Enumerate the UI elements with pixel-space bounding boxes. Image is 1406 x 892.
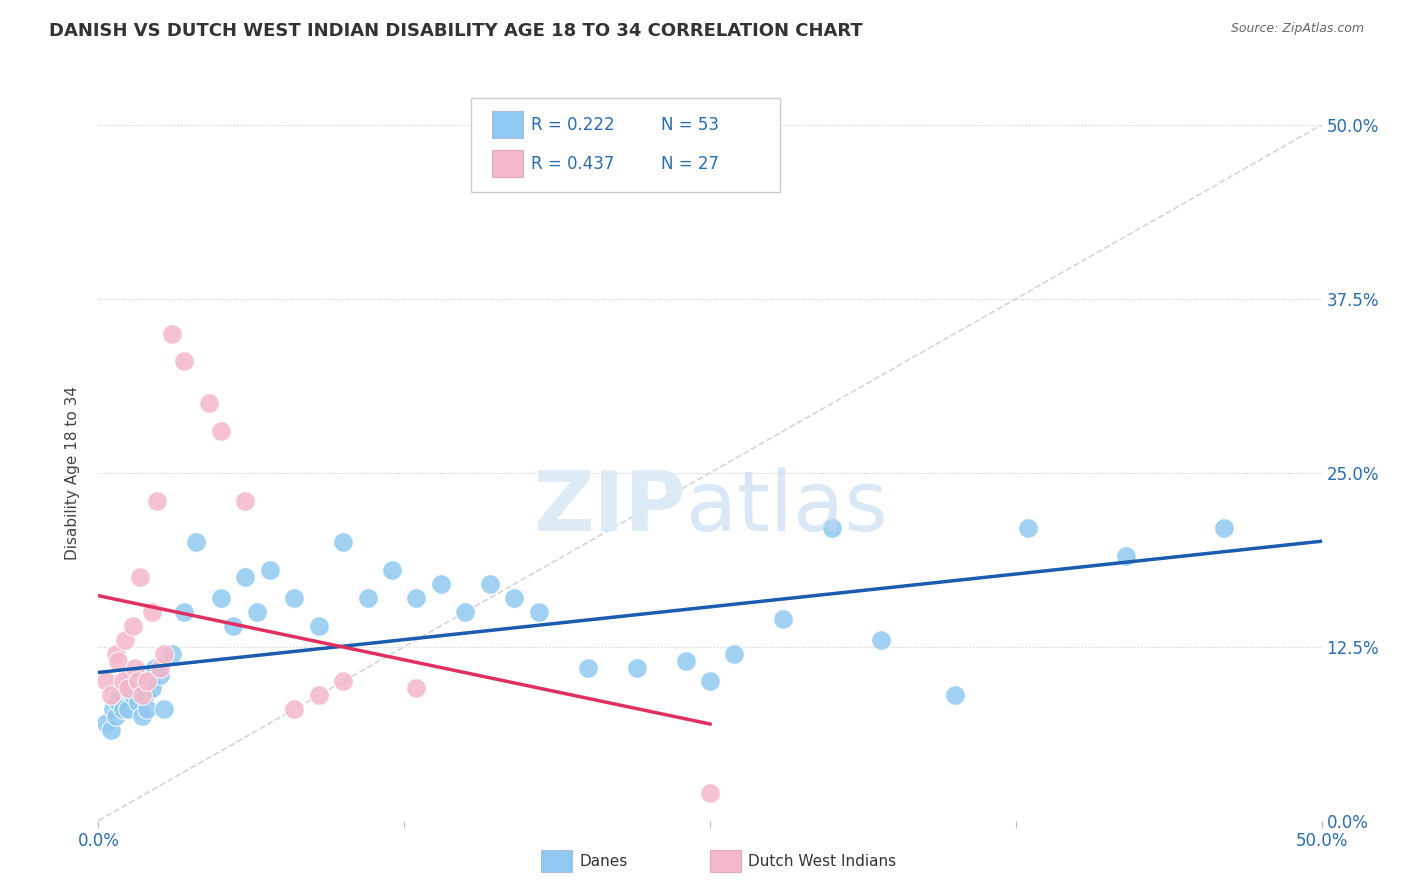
Point [139,674,162,689]
Text: R = 0.437: R = 0.437 [531,155,614,173]
Point [117,702,139,716]
Point [772,612,794,626]
Point [107,695,129,709]
Point [186,535,208,549]
Point [153,647,176,661]
Point [110,689,132,703]
Point [675,654,697,668]
Point [332,674,354,689]
Point [1017,521,1039,535]
Point [127,695,149,709]
Text: atlas: atlas [686,467,887,548]
Point [699,674,721,689]
Point [143,660,166,674]
Point [197,396,219,410]
Point [94,716,117,731]
Point [104,709,127,723]
Point [699,786,721,800]
Point [943,689,966,703]
Point [1115,549,1137,564]
Point [136,702,159,716]
Point [527,605,550,619]
Point [1212,521,1234,535]
Point [283,591,305,605]
Text: R = 0.222: R = 0.222 [531,116,614,134]
Point [117,681,139,696]
Point [626,660,648,674]
Point [120,674,142,689]
Point [173,605,195,619]
Point [104,647,127,661]
Point [430,577,453,591]
Point [100,723,122,738]
Text: DANISH VS DUTCH WEST INDIAN DISABILITY AGE 18 TO 34 CORRELATION CHART: DANISH VS DUTCH WEST INDIAN DISABILITY A… [49,22,863,40]
Point [283,702,305,716]
Point [141,681,163,696]
Text: Source: ZipAtlas.com: Source: ZipAtlas.com [1230,22,1364,36]
Point [94,674,117,689]
Point [127,674,149,689]
Point [723,647,745,661]
Text: N = 53: N = 53 [661,116,718,134]
Point [136,674,159,689]
Text: ZIP: ZIP [533,467,686,548]
Point [149,660,172,674]
Point [405,681,427,696]
Point [124,660,146,674]
Point [149,667,172,681]
Point [209,591,232,605]
Point [111,702,134,716]
Point [121,619,143,633]
Point [821,521,844,535]
Point [141,605,163,619]
Point [233,493,256,508]
Y-axis label: Disability Age 18 to 34: Disability Age 18 to 34 [65,385,80,560]
Point [129,667,152,681]
Point [870,632,893,647]
Point [332,535,354,549]
Point [129,570,152,584]
Point [146,493,169,508]
Point [107,654,129,668]
Point [153,702,176,716]
Point [114,632,136,647]
Point [356,591,378,605]
Point [308,689,330,703]
Point [222,619,245,633]
Point [100,689,122,703]
Point [381,563,404,577]
Point [454,605,477,619]
Point [121,689,143,703]
Text: N = 27: N = 27 [661,155,718,173]
Point [576,660,599,674]
Point [308,619,330,633]
Point [131,709,153,723]
Point [246,605,269,619]
Point [160,326,183,341]
Point [131,689,153,703]
Text: Danes: Danes [579,855,627,869]
Point [405,591,427,605]
Point [233,570,256,584]
Point [259,563,281,577]
Point [209,424,232,438]
Point [124,681,146,696]
Point [134,689,156,703]
Point [160,647,183,661]
Point [173,354,195,368]
Point [114,681,136,696]
Point [478,577,501,591]
Point [111,674,134,689]
Text: Dutch West Indians: Dutch West Indians [748,855,896,869]
Point [101,702,124,716]
Point [503,591,526,605]
